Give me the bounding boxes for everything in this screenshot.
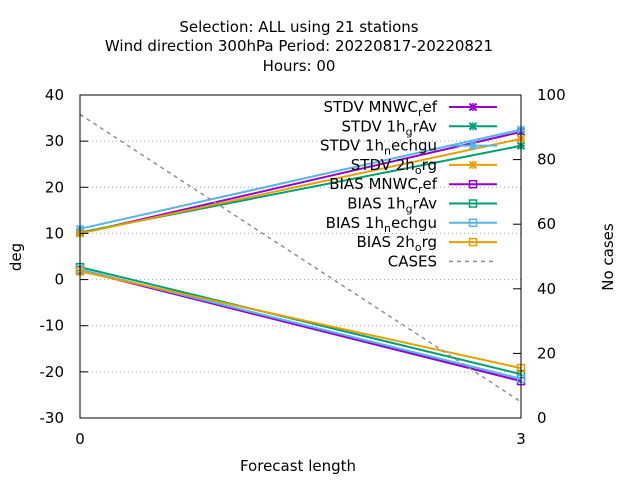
series-stdv-1h-nechgu <box>75 125 526 234</box>
legend-entry-cases: CASES <box>388 252 497 270</box>
series-line <box>79 128 522 230</box>
y-tick-label: 30 <box>45 132 64 150</box>
legend-label: BIAS MNWCref <box>329 175 437 196</box>
chart-title: Selection: ALL using 21 stations Wind di… <box>105 18 493 75</box>
legend-marker <box>468 237 478 247</box>
legend-label: BIAS 1hnechgu <box>326 214 437 235</box>
legend-label: BIAS 2horg <box>357 233 438 254</box>
legend-entry-stdv-mnwc-ref: STDV MNWCref <box>323 98 497 119</box>
legend-marker <box>468 141 478 150</box>
series-line <box>79 269 522 383</box>
legend-marker <box>468 122 478 131</box>
legend-label: STDV MNWCref <box>323 98 437 119</box>
plot-frame <box>79 94 522 419</box>
legend-marker <box>468 179 478 189</box>
x-tick-label: 0 <box>75 430 85 448</box>
plot-series <box>75 113 526 403</box>
y2-tick-label: 0 <box>537 409 547 427</box>
y-tick-label: 20 <box>45 178 64 196</box>
legend-marker <box>468 160 478 170</box>
series-line <box>79 270 522 370</box>
title-line-1: Selection: ALL using 21 stations <box>179 18 418 36</box>
y2-tick-label: 40 <box>537 280 556 298</box>
y-tick-label: -10 <box>40 317 65 335</box>
legend-entry-stdv-1h-nechgu: STDV 1hnechgu <box>320 137 497 158</box>
legend-entry-bias-1h-nechgu: BIAS 1hnechgu <box>326 214 497 235</box>
legend-entry-stdv-1h-grav: STDV 1hgrAv <box>342 117 497 138</box>
y-axis-label: deg <box>7 243 25 271</box>
y2-tick-label: 100 <box>537 86 566 104</box>
legend-entry-bias-mnwc-ref: BIAS MNWCref <box>329 175 497 196</box>
legend-entry-stdv-2h-org: STDV 2horg <box>351 156 497 177</box>
series-line <box>79 130 522 235</box>
y-tick-label: 0 <box>54 271 64 289</box>
legend-marker <box>468 218 478 228</box>
y-tick-label: 40 <box>45 86 64 104</box>
series-line <box>79 137 522 235</box>
legend-entry-bias-1h-grav: BIAS 1hgrAv <box>347 195 497 216</box>
legend-marker <box>468 199 478 208</box>
legend-marker <box>468 102 478 112</box>
legend-entry-bias-2h-org: BIAS 2horg <box>357 233 497 254</box>
grid <box>80 140 521 373</box>
y2-tick-label: 60 <box>537 215 556 233</box>
y-tick-label: -20 <box>40 363 65 381</box>
legend-label: STDV 2horg <box>351 156 437 177</box>
legend-label: CASES <box>388 252 437 270</box>
y2-tick-label: 80 <box>537 151 556 169</box>
y-tick-label: -30 <box>40 409 65 427</box>
title-line-2: Wind direction 300hPa Period: 20220817-2… <box>105 37 493 55</box>
legend-label: STDV 1hgrAv <box>342 117 438 138</box>
x-tick-label: 3 <box>516 430 526 448</box>
y2-axis-label: No cases <box>599 223 617 291</box>
y2-tick-label: 20 <box>537 344 556 362</box>
x-axis-label: Forecast length <box>240 457 356 475</box>
title-line-3: Hours: 00 <box>263 57 336 75</box>
legend-label: BIAS 1hgrAv <box>347 195 437 216</box>
legend-label: STDV 1hnechgu <box>320 137 437 158</box>
y-tick-label: 10 <box>45 224 64 242</box>
